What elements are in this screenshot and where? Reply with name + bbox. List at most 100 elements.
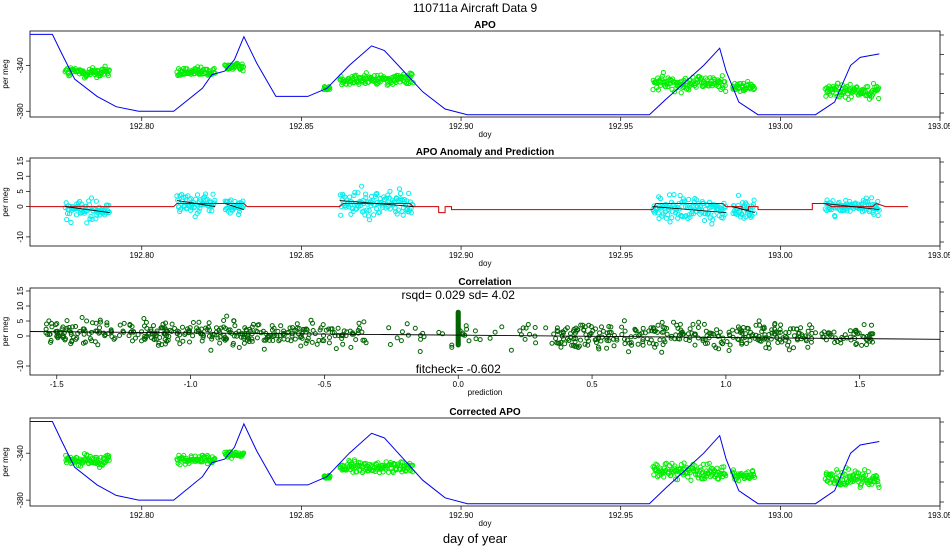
correlation-point — [629, 342, 634, 348]
correlation-point — [766, 341, 771, 347]
correlation-point — [679, 329, 685, 335]
correlation-point — [525, 322, 531, 327]
corrected-point — [390, 469, 396, 475]
anomaly-point — [735, 192, 742, 198]
correlation-point — [745, 326, 751, 331]
correlation-point — [261, 346, 267, 352]
correlation-point — [763, 345, 769, 351]
corrected-point — [688, 477, 694, 483]
correlation-point — [847, 334, 853, 340]
corrected-xtick-label: 192.85 — [289, 511, 314, 520]
correlation-point — [750, 332, 756, 338]
corrected-title: Corrected APO — [449, 407, 521, 418]
correlation-point — [599, 324, 604, 330]
correlation-point — [303, 340, 309, 346]
correlation-point — [54, 321, 60, 327]
apo-xtick-label: 193.05 — [928, 122, 950, 131]
correlation-point — [209, 336, 215, 342]
anomaly-xtick-label: 193.00 — [768, 251, 793, 260]
correlation-point — [768, 336, 774, 342]
correlation-point — [163, 331, 168, 337]
correlation-point — [622, 341, 628, 347]
correlation-point — [664, 331, 670, 337]
correlation-point — [677, 321, 683, 327]
correlation-point — [353, 337, 359, 343]
correlation-point — [321, 333, 326, 338]
correlation-point — [53, 322, 59, 328]
correlation-point — [730, 327, 735, 333]
correlation-point — [333, 346, 339, 352]
apo-point — [693, 84, 699, 90]
anomaly-point — [196, 208, 202, 214]
anomaly-xtick-label: 192.95 — [608, 251, 633, 260]
correlation-point — [169, 321, 175, 327]
correlation-point — [269, 323, 275, 329]
apo-point — [839, 82, 845, 88]
anomaly-local-fit — [65, 206, 110, 214]
correlation-point — [606, 324, 612, 329]
anomaly-xtick-label: 192.85 — [289, 251, 314, 260]
correlation-point — [527, 331, 533, 337]
correlation-point — [304, 338, 310, 344]
corrected-point — [723, 473, 729, 479]
anomaly-frame — [29, 157, 941, 247]
correlation-point — [102, 332, 108, 338]
correlation-point — [717, 329, 723, 335]
correlation-xtick-label: 0.0 — [453, 380, 465, 389]
correlation-point — [578, 337, 583, 343]
anomaly-point — [396, 186, 403, 192]
correlation-point — [292, 336, 298, 342]
correlation-point — [654, 329, 660, 335]
corrected-point — [177, 462, 183, 468]
correlation-point — [664, 325, 670, 331]
correlation-point — [558, 344, 564, 350]
anomaly-point — [665, 212, 671, 218]
corrected-point — [240, 451, 246, 457]
correlation-point — [224, 313, 230, 319]
correlation-point — [786, 330, 792, 335]
correlation-point — [303, 326, 309, 332]
anomaly-point — [68, 219, 74, 226]
correlation-point — [761, 336, 767, 342]
correlation-point — [356, 320, 362, 326]
correlation-point — [753, 322, 759, 328]
correlation-point — [861, 322, 867, 328]
apo-point — [723, 88, 729, 95]
correlation-point — [288, 338, 294, 344]
apo-title: APO — [474, 20, 496, 31]
correlation-point — [95, 342, 101, 348]
correlation-point — [98, 319, 103, 325]
corrected-point — [857, 475, 863, 481]
correlation-point — [464, 326, 470, 332]
correlation-point — [245, 333, 251, 339]
anomaly-point — [751, 197, 757, 203]
correlation-point — [60, 335, 66, 341]
apo-point — [371, 73, 377, 79]
correlation-ytick-label: 10 — [16, 301, 25, 310]
correlation-point — [551, 331, 557, 337]
correlation-point — [142, 323, 147, 329]
anomaly-point — [706, 199, 713, 205]
correlation-point — [771, 331, 777, 337]
correlation-point — [293, 328, 299, 333]
correlation-point — [769, 327, 775, 333]
correlation-point — [128, 329, 134, 335]
correlation-point — [84, 318, 90, 324]
correlation-point — [777, 329, 783, 335]
correlation-point — [49, 320, 54, 326]
anomaly-ylabel: per meg — [1, 187, 10, 216]
correlation-point — [249, 336, 255, 342]
correlation-point — [692, 342, 698, 348]
anomaly-point — [673, 210, 679, 216]
corrected-point — [876, 484, 882, 490]
correlation-point — [706, 335, 712, 341]
anomaly-point — [398, 190, 404, 197]
correlation-point — [207, 327, 212, 333]
correlation-point — [162, 325, 167, 331]
anomaly-point — [175, 197, 181, 203]
correlation-point — [44, 321, 49, 327]
correlation-point — [320, 322, 326, 328]
correlation-point — [60, 324, 66, 330]
correlation-point — [362, 337, 368, 343]
correlation-point — [54, 332, 60, 338]
